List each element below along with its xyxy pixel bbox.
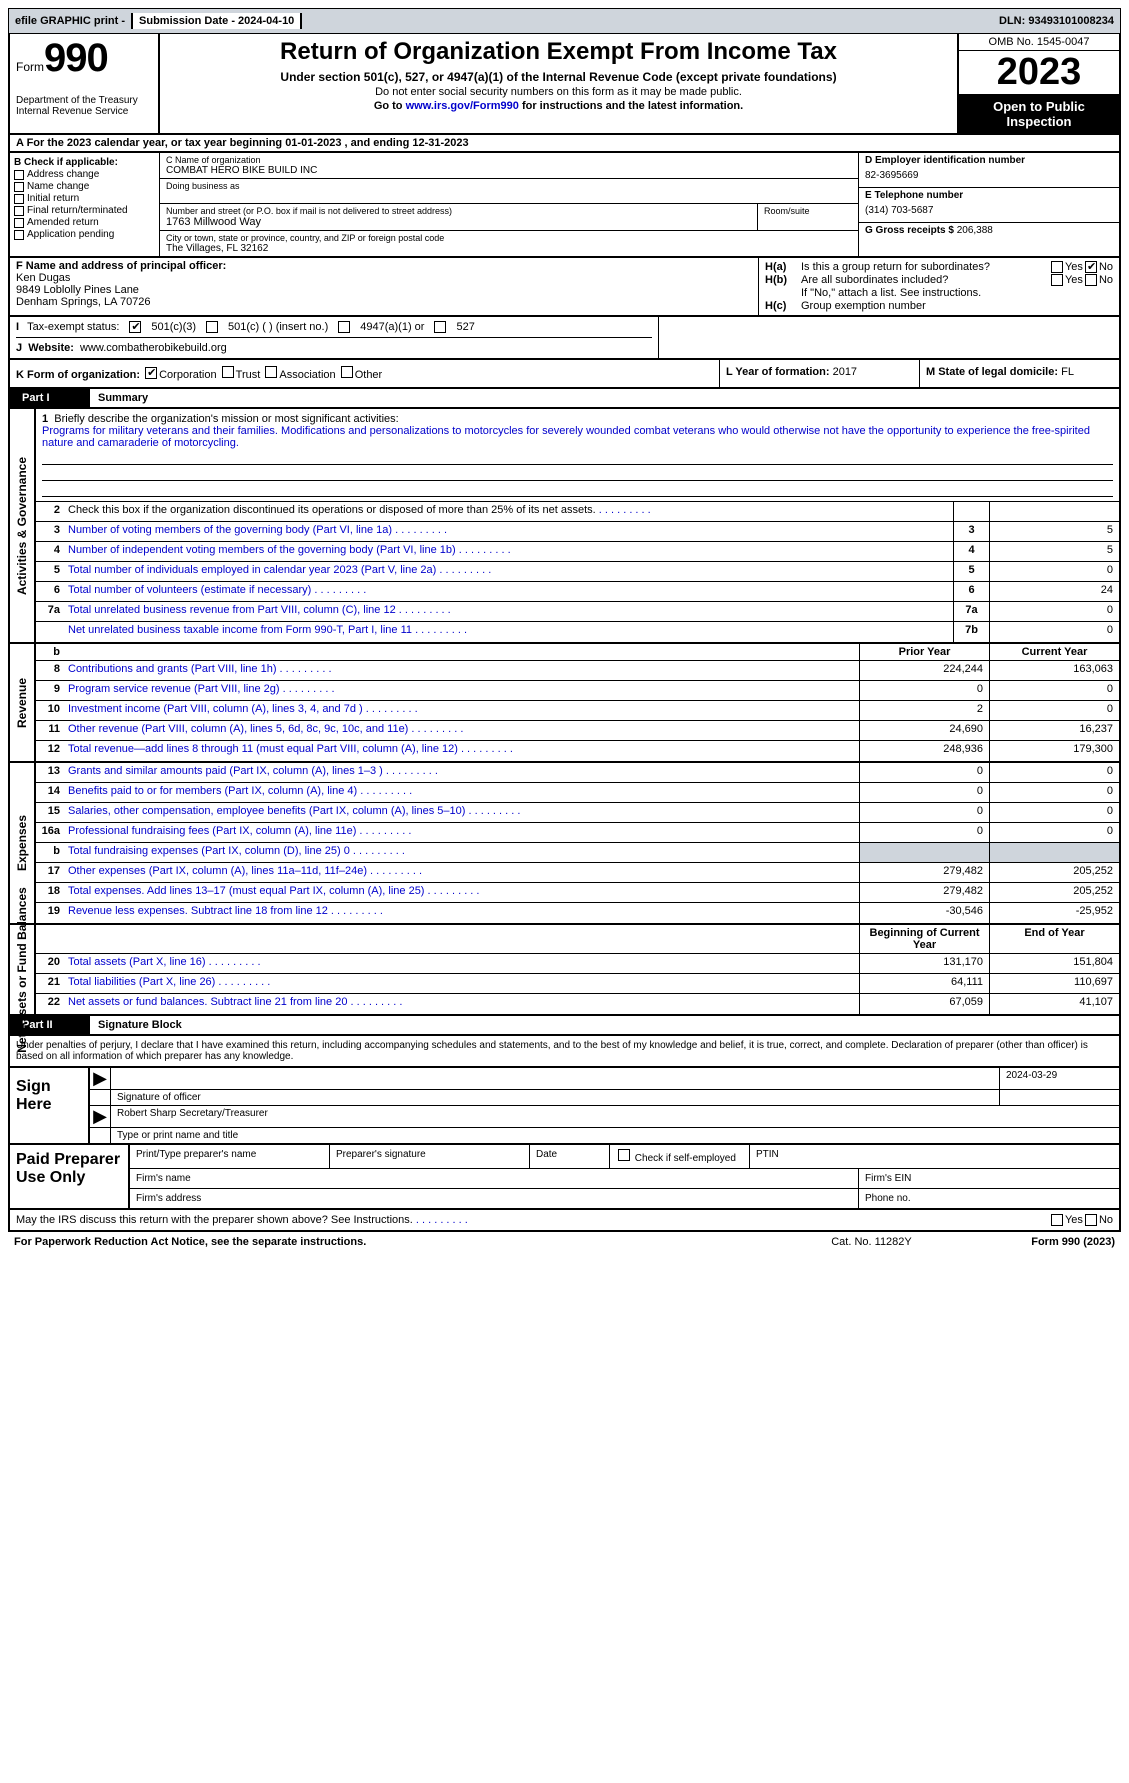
section-i: ITax-exempt status: 501(c)(3) 501(c) ( )… <box>10 317 659 358</box>
officer-signature-name: Robert Sharp Secretary/Treasurer <box>110 1106 1119 1127</box>
discuss-yes[interactable] <box>1051 1214 1063 1226</box>
arrow-icon: ▶ <box>90 1068 110 1089</box>
gov-line: 5Total number of individuals employed in… <box>36 562 1119 582</box>
gov-line: 7aTotal unrelated business revenue from … <box>36 602 1119 622</box>
data-line: 22Net assets or fund balances. Subtract … <box>36 994 1119 1014</box>
data-line: 13Grants and similar amounts paid (Part … <box>36 763 1119 783</box>
chk-501c3[interactable] <box>129 321 141 333</box>
chk-527[interactable] <box>434 321 446 333</box>
data-line: 10Investment income (Part VIII, column (… <box>36 701 1119 721</box>
data-line: 11Other revenue (Part VIII, column (A), … <box>36 721 1119 741</box>
dept-treasury: Department of the Treasury Internal Reve… <box>16 95 152 117</box>
phone: (314) 703-5687 <box>865 201 1113 220</box>
form-title: Return of Organization Exempt From Incom… <box>168 38 949 66</box>
chk-trust[interactable] <box>222 366 234 378</box>
efile-label: efile GRAPHIC print - <box>9 13 133 29</box>
section-de: D Employer identification number 82-3695… <box>859 153 1119 256</box>
subtitle-2: Do not enter social security numbers on … <box>168 86 949 98</box>
ein: 82-3695669 <box>865 166 1113 185</box>
paid-preparer-label: Paid Preparer Use Only <box>10 1145 130 1208</box>
data-line: 21Total liabilities (Part X, line 26)64,… <box>36 974 1119 994</box>
gov-line: 4Number of independent voting members of… <box>36 542 1119 562</box>
sign-date: 2024-03-29 <box>999 1068 1119 1089</box>
data-line: 16aProfessional fundraising fees (Part I… <box>36 823 1119 843</box>
gross-receipts: 206,388 <box>957 225 993 236</box>
discuss-no[interactable] <box>1085 1214 1097 1226</box>
gov-line: 2Check this box if the organization disc… <box>36 502 1119 522</box>
chk-address-change[interactable] <box>14 170 24 180</box>
gov-line: 6Total number of volunteers (estimate if… <box>36 582 1119 602</box>
period-line: A For the 2023 calendar year, or tax yea… <box>8 135 1121 153</box>
org-name: COMBAT HERO BIKE BUILD INC <box>166 165 852 176</box>
ha-no[interactable] <box>1085 261 1097 273</box>
subtitle-1: Under section 501(c), 527, or 4947(a)(1)… <box>168 70 949 84</box>
sign-here-label: Sign Here <box>10 1068 90 1143</box>
data-line: 15Salaries, other compensation, employee… <box>36 803 1119 823</box>
chk-amended[interactable] <box>14 218 24 228</box>
gov-line: 3Number of voting members of the governi… <box>36 522 1119 542</box>
tax-year: 2023 <box>959 51 1119 95</box>
section-h-cont <box>659 317 1119 358</box>
chk-self-employed[interactable] <box>618 1149 630 1161</box>
subtitle-3: Go to www.irs.gov/Form990 for instructio… <box>168 100 949 112</box>
data-line: 14Benefits paid to or for members (Part … <box>36 783 1119 803</box>
data-line: 19Revenue less expenses. Subtract line 1… <box>36 903 1119 923</box>
chk-other[interactable] <box>341 366 353 378</box>
arrow-icon: ▶ <box>90 1106 110 1127</box>
gov-line: Net unrelated business taxable income fr… <box>36 622 1119 642</box>
chk-final-return[interactable] <box>14 206 24 216</box>
part-1-header: Part I Summary <box>8 389 1121 409</box>
vlabel-net: Net Assets or Fund Balances <box>10 925 36 1014</box>
data-line: 8Contributions and grants (Part VIII, li… <box>36 661 1119 681</box>
section-c: C Name of organization COMBAT HERO BIKE … <box>160 153 859 256</box>
website: www.combatherobikebuild.org <box>80 342 227 354</box>
data-line: 18Total expenses. Add lines 13–17 (must … <box>36 883 1119 903</box>
hb-no[interactable] <box>1085 274 1097 286</box>
data-line: 20Total assets (Part X, line 16)131,1701… <box>36 954 1119 974</box>
room-suite-label: Room/suite <box>758 204 858 230</box>
vlabel-revenue: Revenue <box>10 644 36 761</box>
chk-application[interactable] <box>14 230 24 240</box>
section-k: K Form of organization: Corporation Trus… <box>10 360 719 387</box>
data-line: 9Program service revenue (Part VIII, lin… <box>36 681 1119 701</box>
officer-addr2: Denham Springs, LA 70726 <box>16 296 752 308</box>
chk-initial-return[interactable] <box>14 194 24 204</box>
data-line: 17Other expenses (Part IX, column (A), l… <box>36 863 1119 883</box>
chk-corp[interactable] <box>145 367 157 379</box>
city-state-zip: The Villages, FL 32162 <box>166 243 852 254</box>
top-bar: efile GRAPHIC print - Submission Date - … <box>8 8 1121 34</box>
chk-name-change[interactable] <box>14 182 24 192</box>
data-line: 12Total revenue—add lines 8 through 11 (… <box>36 741 1119 761</box>
section-f: F Name and address of principal officer:… <box>10 258 759 315</box>
mission-text: Programs for military veterans and their… <box>42 425 1090 449</box>
dln: DLN: 93493101008234 <box>993 13 1120 29</box>
officer-name: Ken Dugas <box>16 272 752 284</box>
discuss-line: May the IRS discuss this return with the… <box>8 1210 1121 1232</box>
part-2-header: Part II Signature Block <box>8 1016 1121 1036</box>
irs-link[interactable]: www.irs.gov/Form990 <box>406 100 519 112</box>
section-h: H(a)Is this a group return for subordina… <box>759 258 1119 315</box>
form-number: Form 990 <box>16 36 152 81</box>
omb-number: OMB No. 1545-0047 <box>959 34 1119 51</box>
street-address: 1763 Millwood Way <box>166 216 751 228</box>
page-footer: For Paperwork Reduction Act Notice, see … <box>8 1232 1121 1252</box>
submission-date: Submission Date - 2024-04-10 <box>133 13 302 29</box>
mission-block: 1 Briefly describe the organization's mi… <box>36 409 1119 502</box>
section-l: L Year of formation: 2017 <box>719 360 919 387</box>
vlabel-governance: Activities & Governance <box>10 409 36 642</box>
section-m: M State of legal domicile: FL <box>919 360 1119 387</box>
chk-assoc[interactable] <box>265 366 277 378</box>
chk-4947[interactable] <box>338 321 350 333</box>
ha-yes[interactable] <box>1051 261 1063 273</box>
officer-addr1: 9849 Loblolly Pines Lane <box>16 284 752 296</box>
signature-intro: Under penalties of perjury, I declare th… <box>8 1036 1121 1068</box>
open-inspection: Open to Public Inspection <box>959 95 1119 133</box>
chk-501c[interactable] <box>206 321 218 333</box>
data-line: bTotal fundraising expenses (Part IX, co… <box>36 843 1119 863</box>
section-b: B Check if applicable: Address change Na… <box>10 153 160 256</box>
hb-yes[interactable] <box>1051 274 1063 286</box>
